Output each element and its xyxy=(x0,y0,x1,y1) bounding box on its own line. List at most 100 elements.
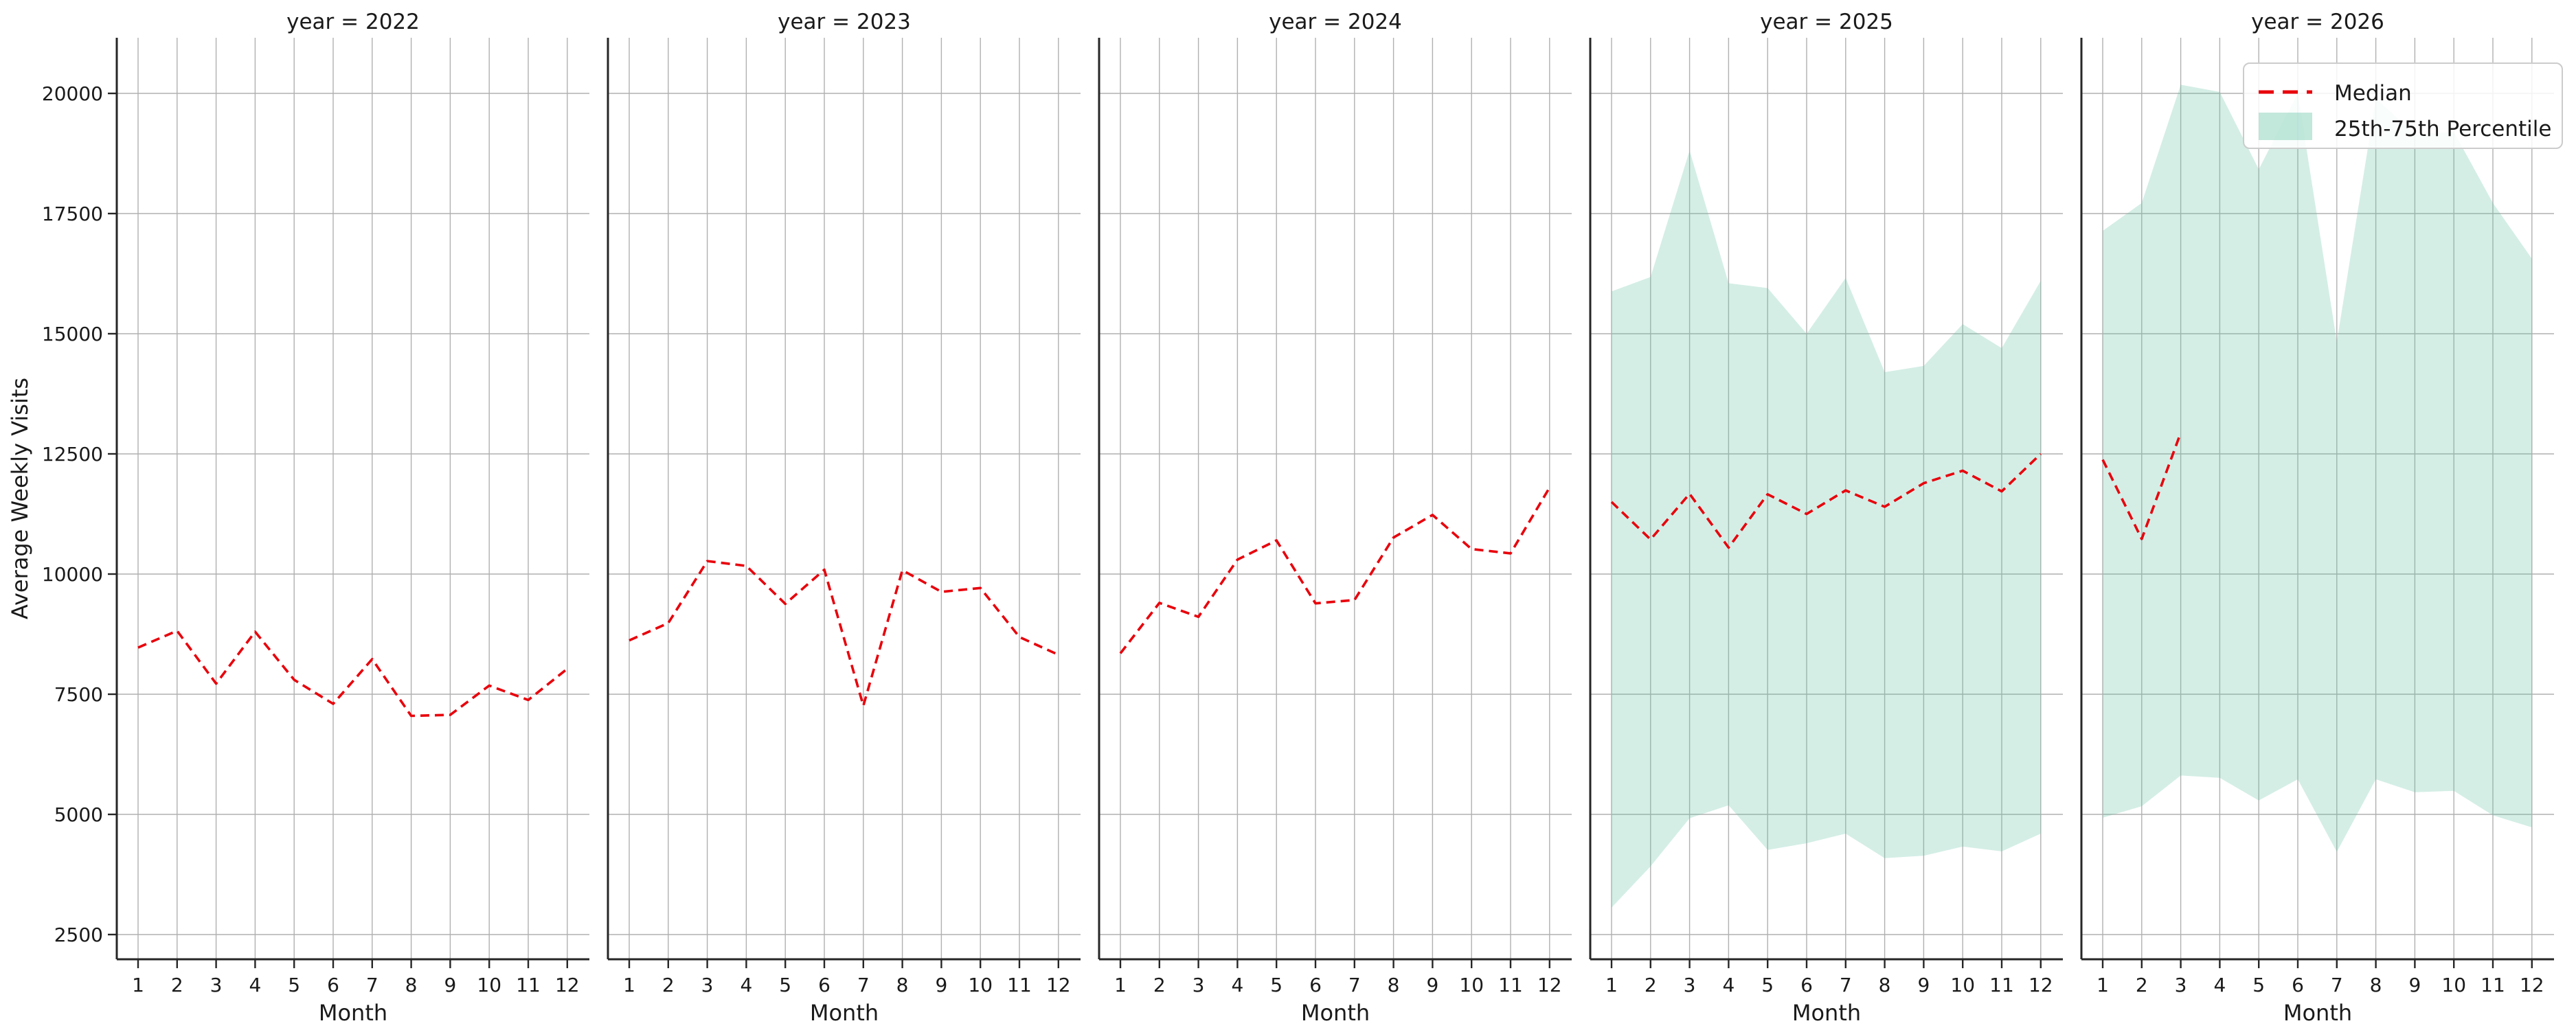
x-tick-label: 4 xyxy=(2213,974,2226,996)
x-tick-label: 4 xyxy=(1722,974,1735,996)
x-tick-label: 9 xyxy=(444,974,456,996)
panels: 1 2 3 4 5 6 7 8 9 10 11 122500500075001000012500150… xyxy=(42,10,2554,1026)
y-tick-label: 12500 xyxy=(42,443,103,466)
x-tick-label: 1 xyxy=(132,974,144,996)
panel-title-2024: year = 2024 xyxy=(1269,10,1402,34)
legend-band-sample xyxy=(2259,113,2312,140)
x-tick-label: 7 xyxy=(1840,974,1852,996)
x-tick-label: 2 xyxy=(2136,974,2148,996)
legend-label-median: Median xyxy=(2334,81,2412,106)
y-tick-label: 15000 xyxy=(42,323,103,345)
x-tick-label: 4 xyxy=(740,974,752,996)
x-tick-label: 5 xyxy=(1761,974,1774,996)
x-tick-label: 6 xyxy=(1309,974,1322,996)
x-tick-label: 2 xyxy=(1153,974,1166,996)
y-tick-label: 7500 xyxy=(54,683,103,706)
x-tick-label: 8 xyxy=(1879,974,1891,996)
x-axis-label: Month xyxy=(2283,1000,2352,1026)
x-tick-label: 8 xyxy=(896,974,909,996)
x-tick-label: 10 xyxy=(477,974,501,996)
y-tick-label: 10000 xyxy=(42,563,103,586)
x-tick-label: 11 xyxy=(516,974,541,996)
x-tick-label: 11 xyxy=(1007,974,1032,996)
y-axis-label: Average Weekly Visits xyxy=(7,378,33,619)
x-tick-label: 9 xyxy=(2408,974,2421,996)
x-tick-label: 5 xyxy=(288,974,300,996)
x-tick-label: 6 xyxy=(327,974,339,996)
x-axis-label: Month xyxy=(1792,1000,1861,1026)
panel-title-2026: year = 2026 xyxy=(2251,10,2384,34)
x-tick-label: 12 xyxy=(1046,974,1071,996)
x-tick-label: 5 xyxy=(2252,974,2265,996)
x-tick-label: 4 xyxy=(1231,974,1243,996)
y-tick-label: 17500 xyxy=(42,203,103,225)
x-tick-label: 6 xyxy=(2292,974,2304,996)
x-tick-label: 6 xyxy=(1800,974,1813,996)
y-tick-label: 2500 xyxy=(54,924,103,946)
x-tick-label: 8 xyxy=(2370,974,2382,996)
x-tick-label: 4 xyxy=(249,974,261,996)
x-tick-label: 5 xyxy=(1270,974,1283,996)
x-tick-label: 7 xyxy=(366,974,379,996)
legend: Median 25th-75th Percentile xyxy=(2243,62,2563,149)
x-tick-label: 9 xyxy=(1426,974,1438,996)
x-tick-label: 9 xyxy=(1917,974,1930,996)
y-tick-label: 20000 xyxy=(42,82,103,105)
x-tick-label: 8 xyxy=(405,974,418,996)
x-tick-label: 2 xyxy=(1645,974,1657,996)
x-tick-label: 3 xyxy=(2175,974,2187,996)
x-tick-label: 1 xyxy=(1605,974,1618,996)
x-tick-label: 7 xyxy=(1348,974,1361,996)
x-tick-label: 11 xyxy=(1989,974,2014,996)
x-tick-label: 1 xyxy=(623,974,635,996)
x-tick-label: 10 xyxy=(1459,974,1484,996)
x-tick-label: 12 xyxy=(2520,974,2544,996)
median-line-2024 xyxy=(1119,487,1551,654)
median-line-2022 xyxy=(137,629,568,718)
x-tick-label: 6 xyxy=(818,974,831,996)
x-tick-label: 3 xyxy=(1684,974,1696,996)
x-axis-label: Month xyxy=(810,1000,879,1026)
median-line-2026 xyxy=(2101,432,2182,540)
x-tick-label: 3 xyxy=(1193,974,1205,996)
legend-box xyxy=(2243,62,2563,149)
figure-labels: Average Weekly Visits xyxy=(7,378,33,619)
x-tick-label: 7 xyxy=(2331,974,2343,996)
x-tick-label: 12 xyxy=(2029,974,2053,996)
legend-label-percentile: 25th-75th Percentile xyxy=(2334,117,2551,141)
percentile-band-2026 xyxy=(2103,84,2532,852)
x-tick-label: 3 xyxy=(210,974,223,996)
percentile-band-2025 xyxy=(1612,150,2041,908)
x-tick-label: 11 xyxy=(1498,974,1523,996)
y-tick-label: 5000 xyxy=(54,803,103,826)
median-line-2023 xyxy=(629,560,1059,707)
x-tick-label: 12 xyxy=(1537,974,1562,996)
panel-2022: 1 2 3 4 5 6 7 8 9 10 11 122500500075001000012500150… xyxy=(42,10,589,1026)
x-tick-label: 2 xyxy=(662,974,675,996)
panel-title-2022: year = 2022 xyxy=(286,10,420,34)
x-tick-label: 2 xyxy=(171,974,183,996)
x-tick-label: 1 xyxy=(2097,974,2109,996)
x-tick-label: 1 xyxy=(1114,974,1127,996)
x-tick-label: 8 xyxy=(1388,974,1400,996)
x-axis-label: Month xyxy=(1301,1000,1370,1026)
x-tick-label: 10 xyxy=(968,974,993,996)
x-axis-label: Month xyxy=(319,1000,387,1026)
x-tick-label: 7 xyxy=(857,974,870,996)
x-tick-label: 9 xyxy=(935,974,947,996)
x-tick-label: 11 xyxy=(2481,974,2505,996)
panel-title-2025: year = 2025 xyxy=(1760,10,1893,34)
x-tick-label: 12 xyxy=(555,974,580,996)
x-tick-label: 10 xyxy=(2441,974,2466,996)
x-tick-label: 10 xyxy=(1950,974,1975,996)
panel-title-2023: year = 2023 xyxy=(778,10,911,34)
median-line-2025 xyxy=(1610,453,2042,549)
x-tick-label: 5 xyxy=(779,974,791,996)
x-tick-label: 3 xyxy=(701,974,714,996)
